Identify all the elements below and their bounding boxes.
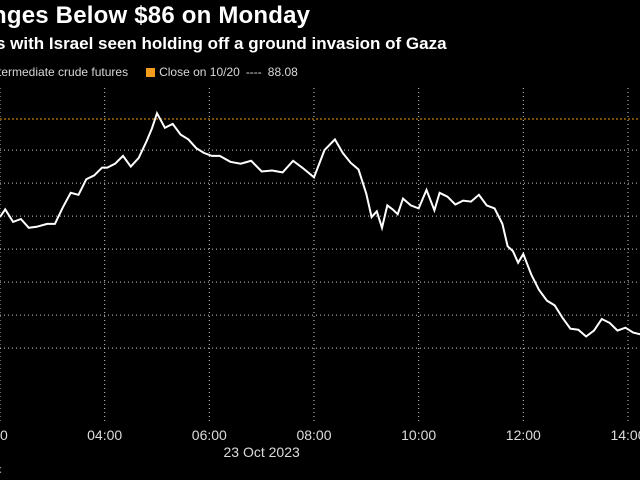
x-tick-label-6: 14:00 (610, 427, 640, 443)
x-tick-label-0: 00 (0, 427, 8, 443)
chart-subtitle: s with Israel seen holding off a ground … (0, 34, 447, 53)
x-tick-label-1: 04:00 (87, 427, 122, 443)
legend-close-swatch (146, 67, 156, 77)
price-series-line (0, 110, 640, 338)
x-axis-date-label: 23 Oct 2023 (224, 444, 300, 460)
legend-series-label: termediate crude futures (0, 65, 129, 79)
source-footnote: x (0, 464, 2, 476)
legend-close-label: Close on 10/20 (159, 65, 240, 79)
x-tick-label-5: 12:00 (506, 427, 541, 443)
chart-title: nges Below $86 on Monday (0, 2, 311, 29)
legend-close-value: 88.08 (267, 65, 298, 79)
x-tick-label-3: 08:00 (296, 427, 331, 443)
legend: termediate crude futures Close on 10/20 … (0, 65, 298, 79)
x-tick-label-2: 06:00 (192, 427, 227, 443)
x-tick-label-4: 10:00 (401, 427, 436, 443)
legend-dash-separator: ---- (245, 65, 262, 79)
